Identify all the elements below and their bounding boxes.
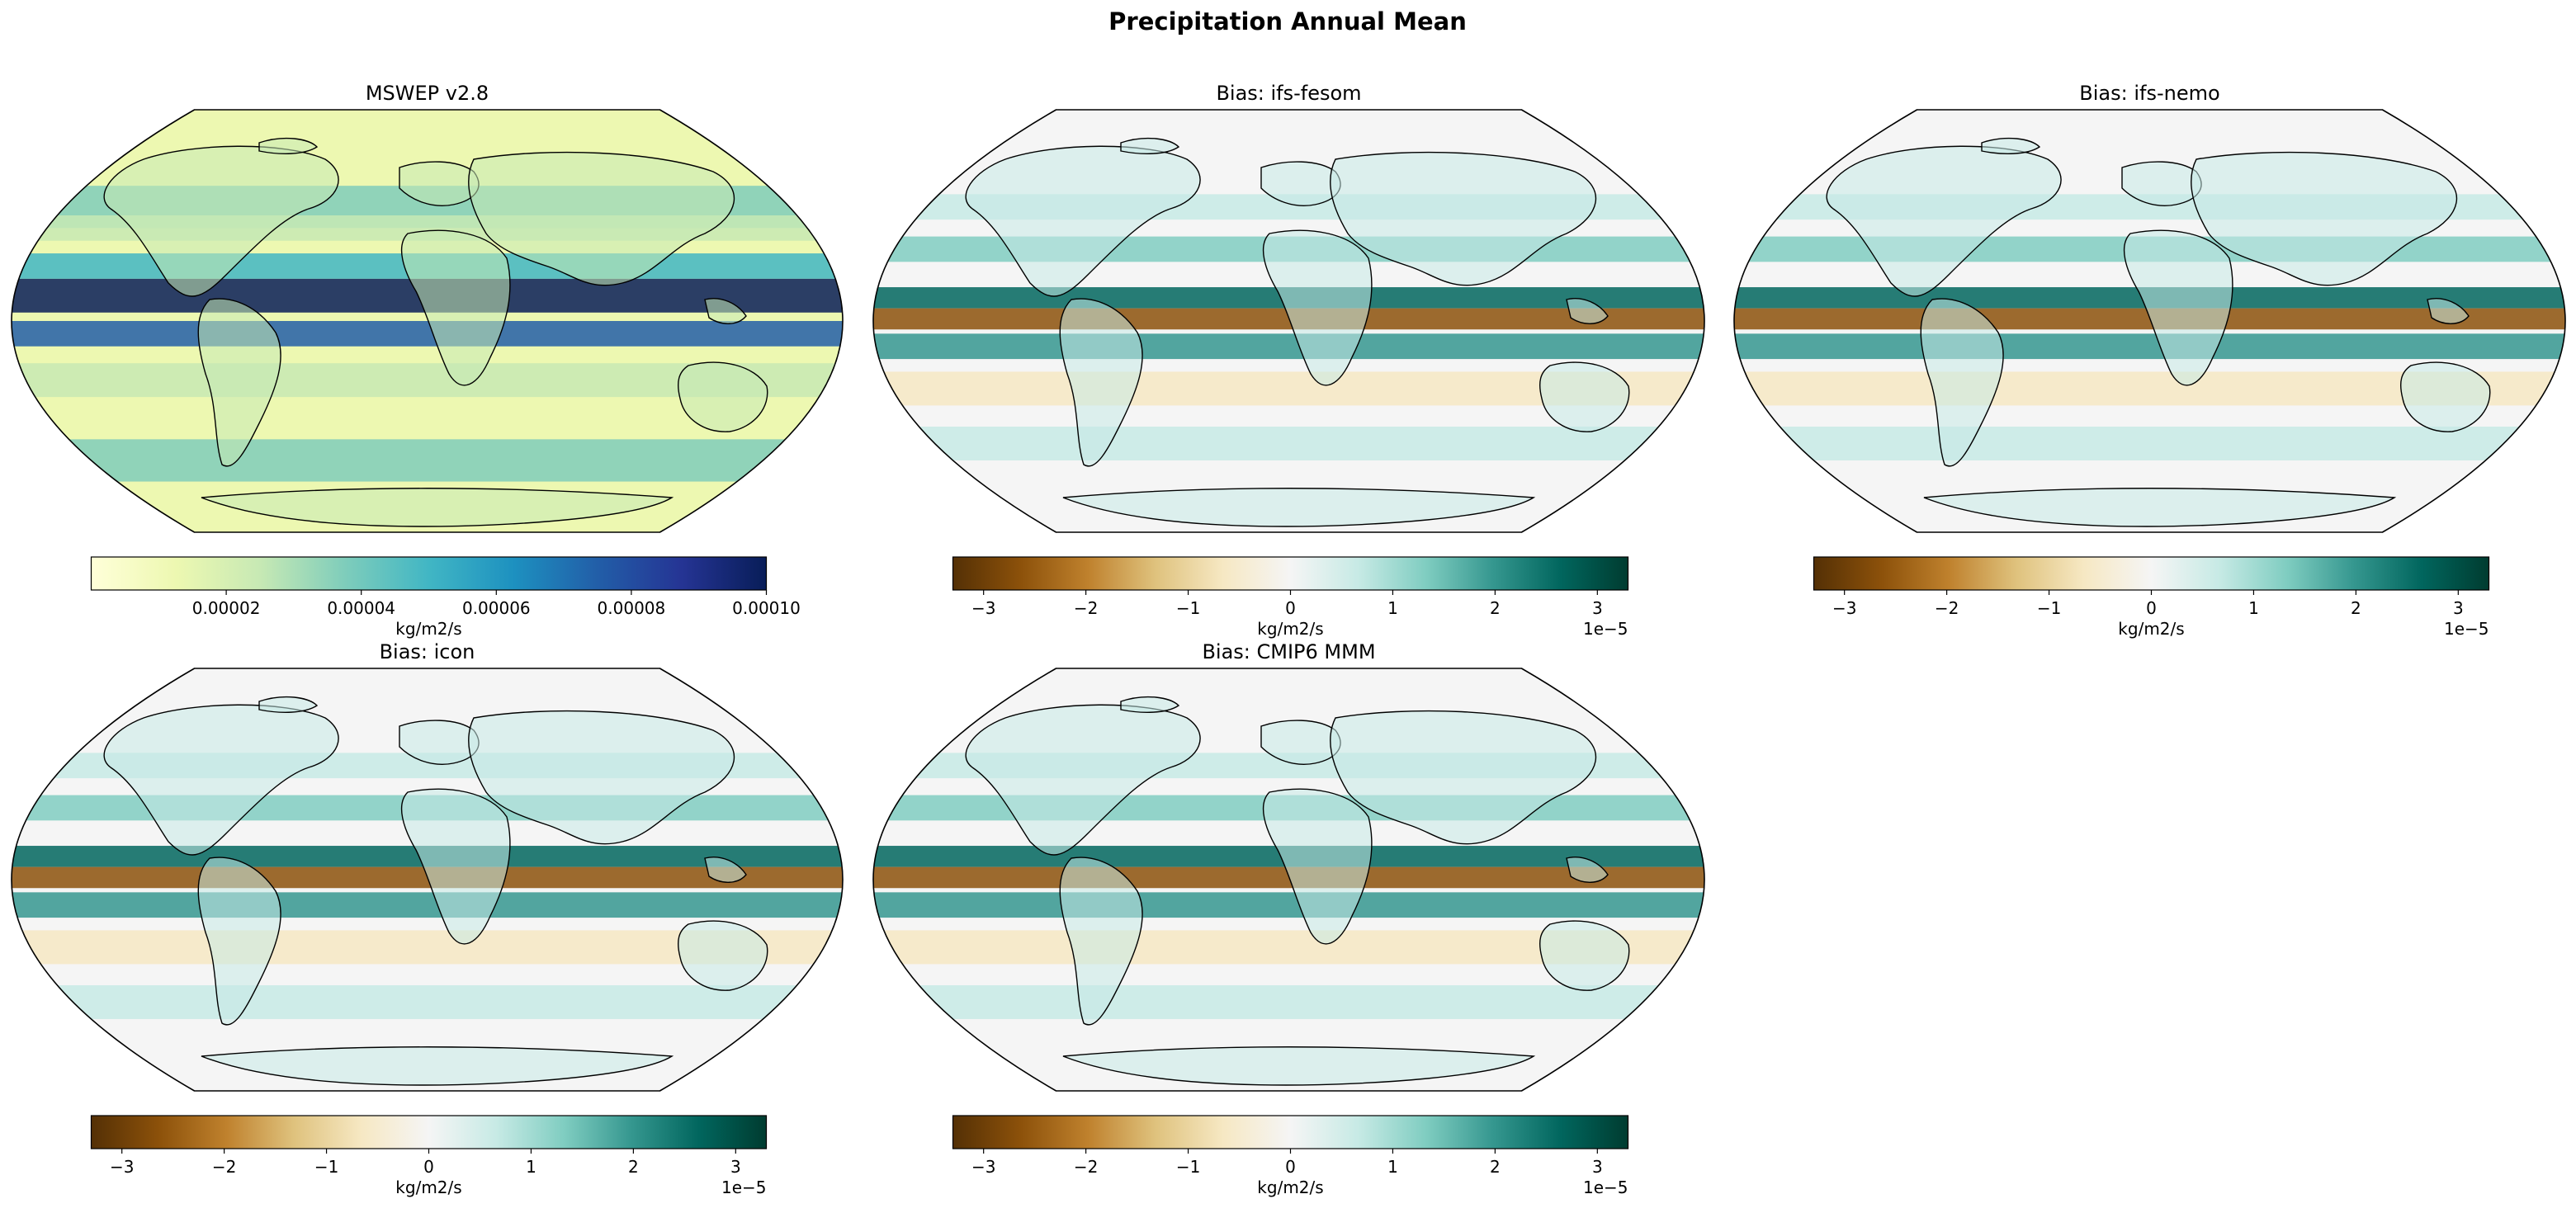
- panel-title: Bias: icon: [380, 640, 475, 663]
- colorbar-tick-label: 0: [423, 1157, 434, 1177]
- colorbar-ramp: [1813, 556, 2490, 591]
- panel-grid: MSWEP v2.80.00002 0.00004 0.00006 0.00008 0.…: [11, 82, 2566, 1197]
- panel-ifs-fesom: Bias: ifs-fesom −3 −2 −1 0 1 2 3 kg/m2/s 1e−5: [872, 82, 1705, 639]
- colorbar-tick-label: 0: [1285, 1157, 1296, 1177]
- colorbar-tick-label: 2: [628, 1157, 639, 1177]
- colorbar-ramp: [952, 556, 1629, 591]
- colorbar-tick-label: −3: [971, 1157, 995, 1177]
- map-field: [873, 668, 1704, 1091]
- map-border: [1733, 109, 2566, 533]
- map-field: [12, 668, 843, 1091]
- map-field: [12, 110, 843, 532]
- colorbar-tick-label: −1: [314, 1157, 338, 1177]
- panel-title: Bias: ifs-nemo: [2079, 82, 2219, 105]
- colorbar: −3 −2 −1 0 1 2 3 kg/m2/s 1e−5: [1813, 556, 2490, 639]
- colorbar-tick-label: 0.00008: [598, 598, 666, 618]
- colorbar-tick-label: 0.00002: [192, 598, 261, 618]
- colorbar-tick-label: 3: [730, 1157, 741, 1177]
- figure-title: Precipitation Annual Mean: [1108, 7, 1467, 35]
- panel-title: Bias: CMIP6 MMM: [1202, 640, 1375, 663]
- colorbar-ramp: [90, 1115, 768, 1149]
- colorbar-tick-label: 0: [2146, 598, 2157, 618]
- colorbar-tick-label: 0.00010: [732, 598, 801, 618]
- colorbar-label: kg/m2/s: [2118, 619, 2184, 639]
- colorbar: −3 −2 −1 0 1 2 3 kg/m2/s 1e−5: [952, 1115, 1629, 1197]
- colorbar-label: kg/m2/s: [1257, 619, 1323, 639]
- map-border: [872, 109, 1705, 533]
- colorbar-tick-label: 3: [1592, 1157, 1603, 1177]
- colorbar-label: kg/m2/s: [395, 619, 461, 639]
- colorbar: −3 −2 −1 0 1 2 3 kg/m2/s 1e−5: [952, 556, 1629, 639]
- colorbar-tick-label: 0: [1285, 598, 1296, 618]
- colorbar-offset-text: 1e−5: [721, 1178, 767, 1197]
- colorbar-tick-label: 2: [2351, 598, 2361, 618]
- colorbar-offset-text: 1e−5: [1583, 1178, 1628, 1197]
- colorbar-tick-label: 3: [1592, 598, 1603, 618]
- panel-title: MSWEP v2.8: [366, 82, 489, 105]
- colorbar-offset-text: 1e−5: [2444, 619, 2489, 639]
- map-field: [873, 110, 1704, 532]
- colorbar-tick-label: 0.00004: [327, 598, 395, 618]
- panel-ifs-nemo: Bias: ifs-nemo −3 −2 −1 0 1 2 3 kg/m2/s 1e−5: [1733, 82, 2566, 639]
- colorbar-tick-label: 1: [1387, 1157, 1398, 1177]
- colorbar: 0.00002 0.00004 0.00006 0.00008 0.00010 kg/m2…: [90, 556, 801, 639]
- map-border: [872, 668, 1705, 1092]
- colorbar-ramp: [952, 1115, 1629, 1149]
- map-border: [11, 109, 844, 533]
- colorbar-tick-label: 1: [1387, 598, 1398, 618]
- colorbar-tick-label: −3: [971, 598, 995, 618]
- map-border: [11, 668, 844, 1092]
- colorbar-ramp: [90, 556, 768, 591]
- colorbar-offset-text: 1e−5: [1583, 619, 1628, 639]
- colorbar-tick-label: −3: [110, 1157, 134, 1177]
- colorbar-tick-label: 3: [2453, 598, 2464, 618]
- map-field: [1734, 110, 2565, 532]
- colorbar-tick-label: 1: [2248, 598, 2259, 618]
- colorbar-tick-label: −1: [2037, 598, 2061, 618]
- colorbar-tick-label: −2: [1074, 598, 1098, 618]
- colorbar-label: kg/m2/s: [1257, 1178, 1323, 1197]
- colorbar-tick-label: −3: [1832, 598, 1856, 618]
- colorbar-label: kg/m2/s: [395, 1178, 461, 1197]
- colorbar-tick-label: −2: [212, 1157, 236, 1177]
- colorbar-tick-label: −2: [1935, 598, 1959, 618]
- colorbar-tick-label: 2: [1490, 598, 1501, 618]
- colorbar-tick-label: 2: [1490, 1157, 1501, 1177]
- colorbar: −3 −2 −1 0 1 2 3 kg/m2/s 1e−5: [90, 1115, 768, 1197]
- panel-cmip6-mmm: Bias: CMIP6 MMM −3 −2 −1 0 1 2 3 kg/m2/s 1e−5: [872, 640, 1705, 1197]
- colorbar-tick-label: 0.00006: [462, 598, 531, 618]
- colorbar-tick-label: −1: [1176, 1157, 1200, 1177]
- colorbar-tick-label: −1: [1176, 598, 1200, 618]
- panel-mswep: MSWEP v2.80.00002 0.00004 0.00006 0.00008 0.…: [11, 82, 844, 639]
- panel-icon: Bias: icon −3 −2 −1 0 1 2 3 kg/m2/s 1e−5: [11, 640, 844, 1197]
- panel-title: Bias: ifs-fesom: [1216, 82, 1361, 105]
- colorbar-tick-label: −2: [1074, 1157, 1098, 1177]
- colorbar-tick-label: 1: [526, 1157, 536, 1177]
